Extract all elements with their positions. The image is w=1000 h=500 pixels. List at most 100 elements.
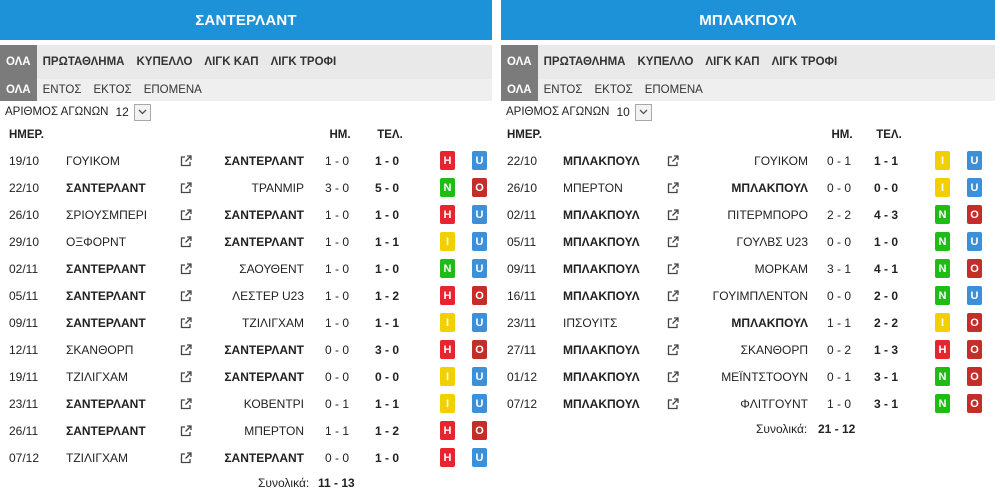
external-link-icon[interactable] [180, 336, 192, 363]
competition-tabs: ΟΛΑ ΠΡΩΤΑΘΛΗΜΑ ΚΥΠΕΛΛΟ ΛΙΓΚ ΚΑΠ ΛΙΓΚ ΤΡΟΦΙ [0, 45, 492, 79]
external-link-icon[interactable] [180, 282, 192, 309]
external-link-icon[interactable] [667, 147, 679, 174]
fulltime-score: 5 - 0 [375, 180, 400, 195]
external-link-icon[interactable] [667, 309, 679, 336]
fulltime-score: 1 - 3 [874, 342, 899, 357]
tab-competition-1[interactable]: ΠΡΩΤΑΘΛΗΜΑ [543, 56, 626, 68]
tab-venue-3[interactable]: ΕΠΟΜΕΝΑ [644, 84, 703, 96]
header-fulltime: ΤΕΛ. [377, 129, 403, 141]
external-link-icon[interactable] [667, 201, 679, 228]
tab-competition-3[interactable]: ΛΙΓΚ ΚΑΠ [705, 56, 760, 68]
halftime-score: 1 - 0 [325, 234, 350, 249]
external-link-icon[interactable] [667, 390, 679, 417]
match-date: 22/10 [507, 153, 538, 168]
tab-venue-1[interactable]: ΕΝΤΟΣ [42, 84, 82, 96]
tab-venue-0[interactable]: ΟΛΑ [0, 79, 37, 101]
fulltime-score: 1 - 0 [874, 234, 899, 249]
tab-competition-0[interactable]: ΟΛΑ [501, 45, 538, 79]
goals-cell: U [472, 255, 487, 282]
result-badge: I [440, 232, 455, 251]
venue-tabs: ΟΛΑ ΕΝΤΟΣ ΕΚΤΟΣ ΕΠΟΜΕΝΑ [501, 79, 995, 101]
external-link-icon[interactable] [180, 255, 192, 282]
external-link-icon[interactable] [667, 174, 679, 201]
team-title: ΜΠΛΑΚΠΟΥΛ [501, 0, 995, 40]
totals-value: 11 - 13 [318, 476, 355, 490]
fulltime-score: 4 - 3 [874, 207, 899, 222]
match-date: 12/11 [9, 342, 39, 357]
external-link-icon[interactable] [180, 228, 192, 255]
tab-competition-2[interactable]: ΚΥΠΕΛΛΟ [637, 56, 694, 68]
external-link-icon[interactable] [667, 228, 679, 255]
match-date: 05/11 [507, 234, 537, 249]
external-link-icon[interactable] [180, 417, 192, 444]
result-cell: I [440, 390, 455, 417]
home-team: ΜΠΛΑΚΠΟΥΛ [563, 153, 640, 168]
external-link-icon[interactable] [667, 363, 679, 390]
match-count-select[interactable]: 10 [613, 103, 652, 121]
home-team: ΤΖΙΛΙΓΧΑΜ [66, 369, 128, 384]
home-team: ΣΑΝΤΕΡΛΑΝΤ [66, 261, 146, 276]
external-link-icon[interactable] [180, 201, 192, 228]
external-link-icon[interactable] [667, 336, 679, 363]
external-link-icon[interactable] [180, 390, 192, 417]
external-link-icon[interactable] [180, 147, 192, 174]
match-count-value: 12 [115, 105, 129, 119]
over-under-badge: U [472, 259, 487, 278]
chevron-down-icon[interactable] [634, 103, 652, 121]
tab-competition-2[interactable]: ΚΥΠΕΛΛΟ [136, 56, 193, 68]
team-panel-left: ΣΑΝΤΕΡΛΑΝΤ ΟΛΑ ΠΡΩΤΑΘΛΗΜΑ ΚΥΠΕΛΛΟ ΛΙΓΚ ΚΑΠ ΛΙ… [0, 0, 492, 495]
external-link-icon[interactable] [180, 309, 192, 336]
home-team: ΤΖΙΛΙΓΧΑΜ [66, 450, 128, 465]
external-link-icon[interactable] [667, 255, 679, 282]
tab-competition-3[interactable]: ΛΙΓΚ ΚΑΠ [204, 56, 259, 68]
fulltime-score: 1 - 1 [375, 396, 400, 411]
external-link-icon[interactable] [180, 174, 192, 201]
halftime-score: 0 - 1 [827, 369, 852, 384]
away-team: ΚΟΒΕΝΤΡΙ [243, 396, 304, 411]
tab-competition-4[interactable]: ΛΙΓΚ ΤΡΟΦΙ [771, 56, 838, 68]
tab-venue-2[interactable]: ΕΚΤΟΣ [594, 84, 633, 96]
match-date: 07/12 [507, 396, 538, 411]
tab-venue-3[interactable]: ΕΠΟΜΕΝΑ [143, 84, 202, 96]
external-link-icon[interactable] [667, 282, 679, 309]
result-cell: N [935, 201, 950, 228]
tab-competition-4[interactable]: ΛΙΓΚ ΤΡΟΦΙ [270, 56, 337, 68]
result-cell: I [440, 309, 455, 336]
tab-competition-1[interactable]: ΠΡΩΤΑΘΛΗΜΑ [42, 56, 125, 68]
tab-venue-0[interactable]: ΟΛΑ [501, 79, 538, 101]
tab-competition-0[interactable]: ΟΛΑ [0, 45, 37, 79]
goals-cell: O [472, 417, 487, 444]
external-link-icon[interactable] [180, 444, 192, 471]
chevron-down-icon[interactable] [133, 103, 151, 121]
external-link-icon[interactable] [180, 363, 192, 390]
match-count-select[interactable]: 12 [112, 103, 151, 121]
halftime-score: 1 - 0 [325, 288, 350, 303]
away-team: ΜΕΪΝΤΣΤΟΟΥΝ [721, 369, 808, 384]
goals-cell: U [472, 363, 487, 390]
halftime-score: 1 - 1 [325, 423, 350, 438]
tab-venue-1[interactable]: ΕΝΤΟΣ [543, 84, 583, 96]
tab-venue-2[interactable]: ΕΚΤΟΣ [93, 84, 132, 96]
